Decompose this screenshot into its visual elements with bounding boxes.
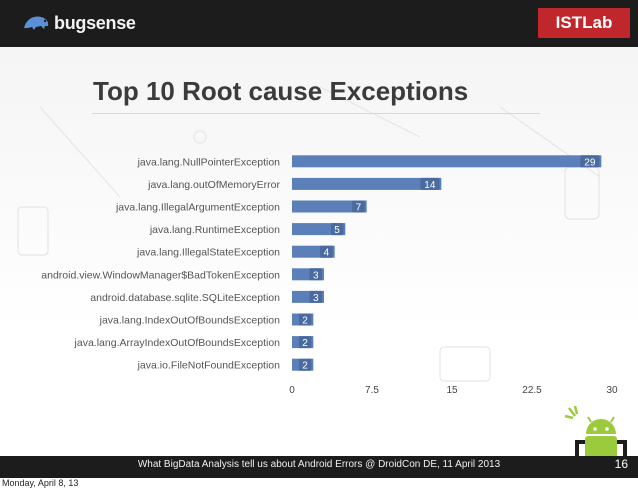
value-label-box bbox=[330, 223, 344, 236]
logo-text: bugsense bbox=[54, 12, 136, 33]
value-label: 3 bbox=[313, 293, 319, 304]
value-label: 2 bbox=[302, 361, 308, 372]
value-label-box bbox=[420, 177, 440, 190]
istlab-badge: ISTLab bbox=[538, 8, 630, 38]
value-label-box bbox=[309, 268, 322, 281]
category-label: java.lang.RuntimeException bbox=[149, 224, 280, 236]
category-label: java.lang.IllegalStateException bbox=[136, 247, 280, 259]
value-label-box bbox=[298, 358, 312, 371]
title-divider bbox=[92, 113, 540, 114]
value-label-box bbox=[298, 336, 312, 349]
armadillo-icon bbox=[24, 16, 49, 30]
slide: bugsense ISTLab Top 10 Root cause Except… bbox=[0, 0, 638, 478]
value-label-box bbox=[320, 245, 333, 258]
x-tick-label: 7.5 bbox=[365, 385, 379, 396]
value-label-box bbox=[580, 155, 600, 168]
category-label: android.view.WindowManager$BadTokenExcep… bbox=[41, 269, 280, 281]
value-label: 3 bbox=[313, 270, 319, 281]
bar bbox=[292, 155, 602, 168]
x-tick-label: 15 bbox=[446, 385, 458, 396]
bugsense-logo: bugsense bbox=[22, 10, 136, 36]
x-tick-label: 30 bbox=[606, 385, 618, 396]
value-label: 4 bbox=[324, 248, 330, 259]
exceptions-bar-chart: java.lang.NullPointerException 29 java.lan… bbox=[41, 155, 618, 396]
value-label-box bbox=[298, 313, 312, 326]
header-bar: bugsense ISTLab bbox=[0, 0, 638, 47]
value-label: 7 bbox=[356, 203, 362, 214]
bar bbox=[292, 177, 442, 190]
page-number: 16 bbox=[614, 457, 628, 471]
category-label: java.lang.IndexOutOfBoundsException bbox=[99, 315, 281, 327]
category-label: java.lang.ArrayIndexOutOfBoundsException bbox=[74, 337, 281, 349]
value-label: 5 bbox=[334, 225, 340, 236]
value-label: 2 bbox=[302, 316, 308, 327]
x-tick-label: 22.5 bbox=[522, 385, 542, 396]
footer-bar bbox=[0, 456, 638, 478]
category-label: java.io.FileNotFoundException bbox=[137, 360, 281, 372]
value-label-box bbox=[309, 290, 322, 303]
value-label: 2 bbox=[302, 338, 308, 349]
category-label: android.database.sqlite.SQLiteException bbox=[90, 292, 280, 304]
x-tick-label: 0 bbox=[289, 385, 295, 396]
bar bbox=[292, 200, 367, 213]
value-label-box bbox=[352, 200, 365, 213]
category-label: java.lang.IllegalArgumentException bbox=[115, 202, 280, 214]
footer-caption: What BigData Analysis tell us about Andr… bbox=[137, 459, 501, 470]
value-label: 14 bbox=[424, 180, 436, 191]
value-label: 29 bbox=[584, 157, 596, 168]
slide-title: Top 10 Root cause Exceptions bbox=[93, 76, 469, 106]
date-stamp: Monday, April 8, 13 bbox=[2, 478, 79, 488]
category-label: java.lang.NullPointerException bbox=[137, 156, 281, 168]
category-label: java.lang.outOfMemoryError bbox=[147, 179, 280, 191]
